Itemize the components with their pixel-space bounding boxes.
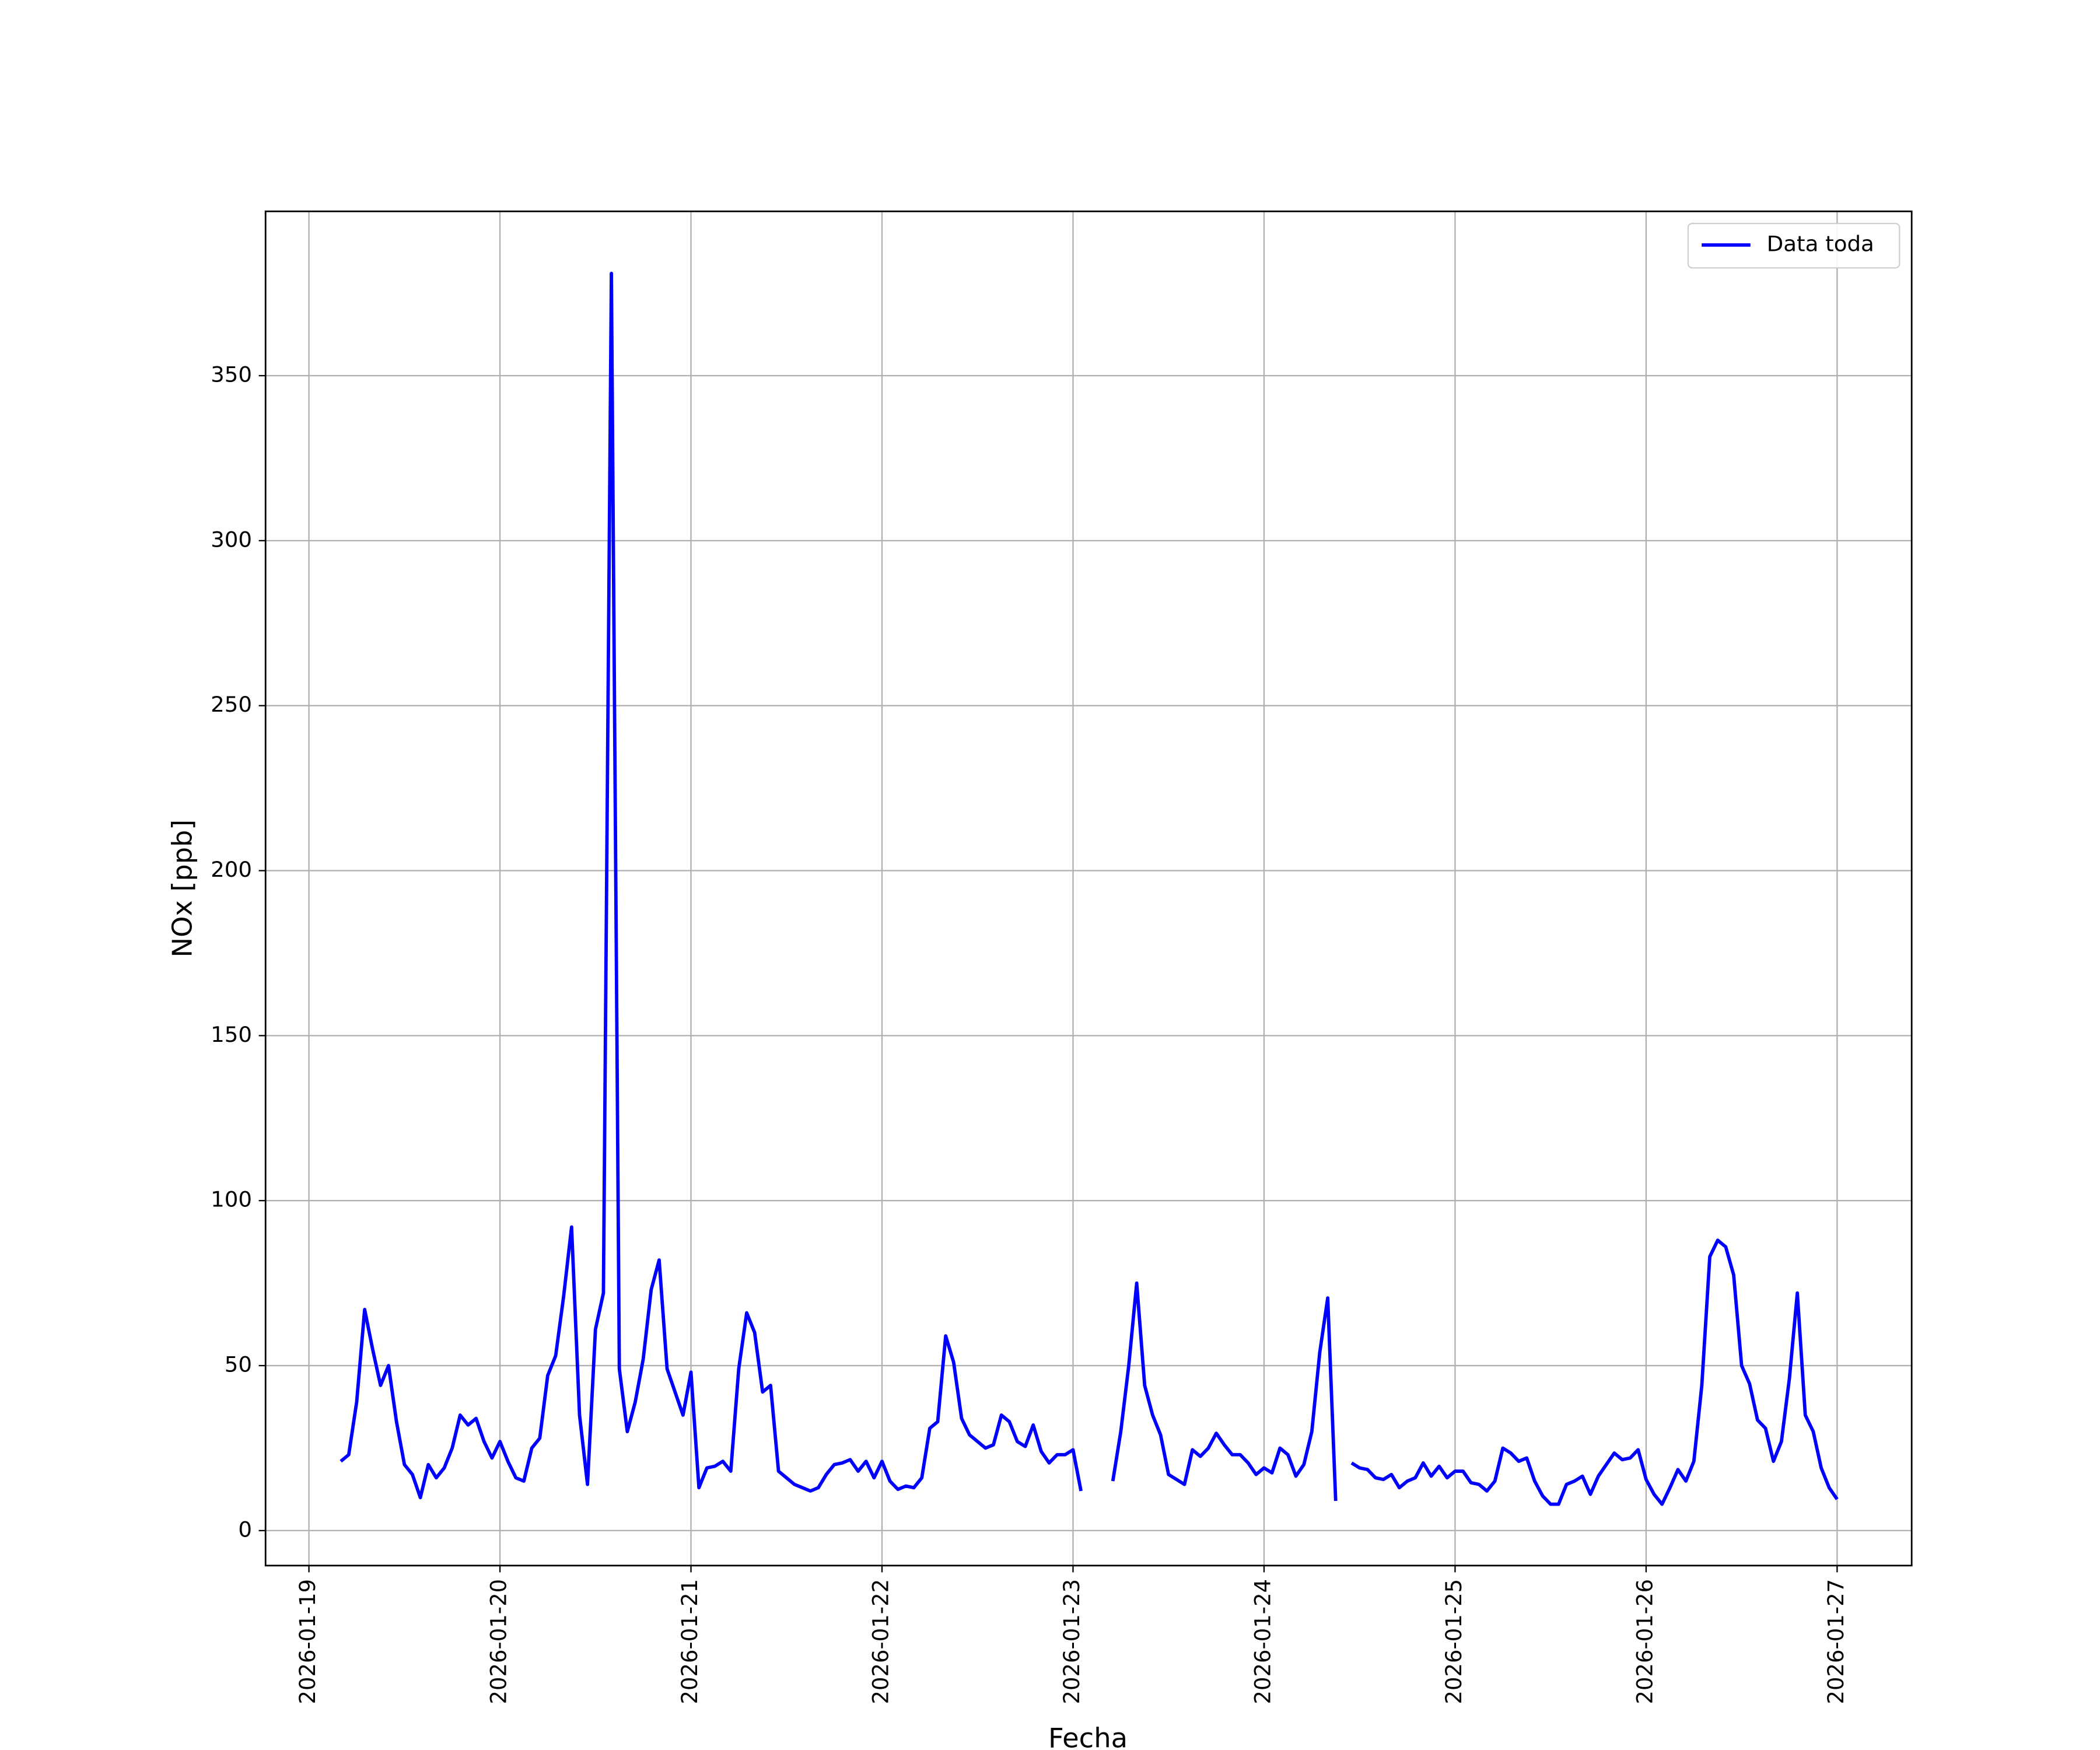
y-tick-label: 200 — [211, 857, 252, 882]
x-tick-label: 2026-01-24 — [1250, 1579, 1275, 1704]
y-axis-label: NOx [ppb] — [166, 820, 198, 958]
y-tick-label: 150 — [211, 1022, 252, 1047]
y-tick-label: 300 — [211, 527, 252, 552]
y-tick-label: 100 — [211, 1187, 252, 1212]
x-tick-label: 2026-01-25 — [1441, 1579, 1466, 1704]
x-tick-label: 2026-01-19 — [295, 1579, 320, 1704]
x-axis-label: Fecha — [1048, 1723, 1128, 1750]
x-tick-label: 2026-01-22 — [868, 1579, 893, 1704]
x-tick-label: 2026-01-26 — [1632, 1579, 1657, 1704]
data-line — [340, 271, 1839, 1506]
x-tick-label: 2026-01-21 — [677, 1579, 702, 1704]
y-tick-label: 250 — [211, 692, 252, 717]
x-tick-label: 2026-01-20 — [486, 1579, 511, 1704]
y-tick-label: 0 — [238, 1517, 252, 1542]
legend-box — [1687, 222, 1901, 269]
plot-frame — [264, 210, 1913, 1567]
x-tick-label: 2026-01-27 — [1824, 1579, 1849, 1704]
y-tick-label: 350 — [211, 362, 252, 387]
x-tick-label: 2026-01-23 — [1059, 1579, 1084, 1704]
legend-label: Data toda — [1767, 232, 1874, 257]
y-tick-label: 50 — [225, 1352, 252, 1377]
